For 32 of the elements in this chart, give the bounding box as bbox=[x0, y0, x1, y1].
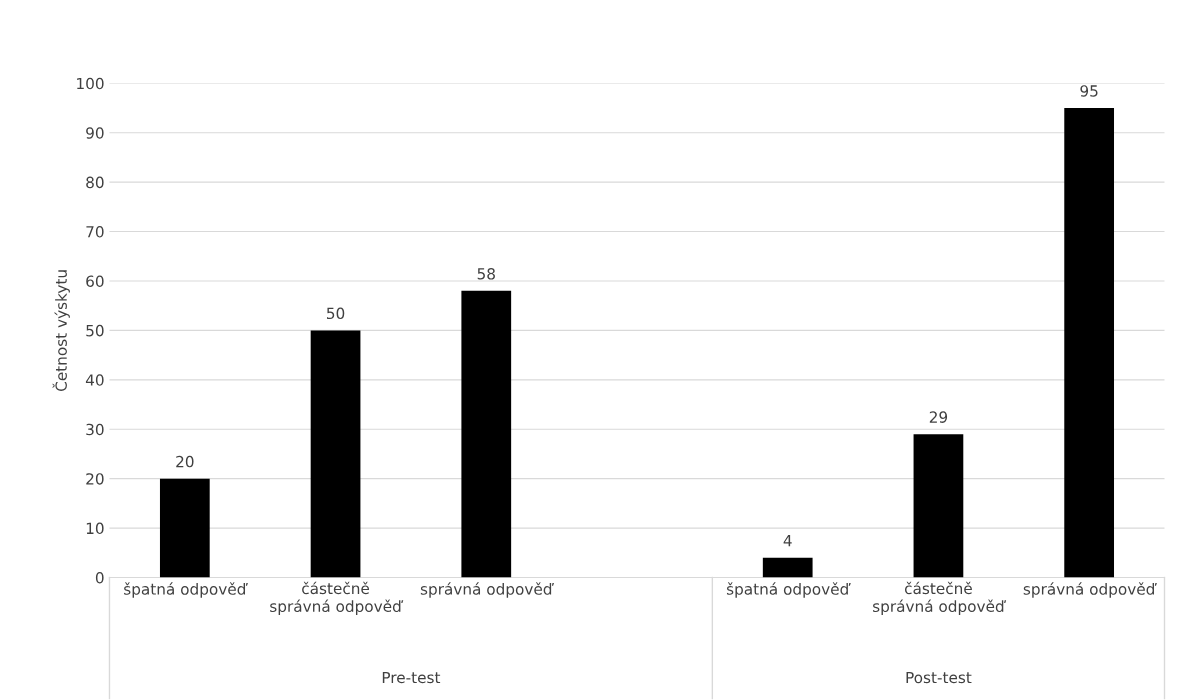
bar bbox=[1064, 108, 1115, 578]
data-label: 20 bbox=[176, 455, 194, 468]
bar bbox=[310, 330, 361, 578]
y-axis-title: Četnost výskytu bbox=[52, 270, 70, 392]
x-tick-label: špatná odpověď bbox=[124, 582, 248, 598]
x-tick-label: částečně správná odpověď bbox=[270, 581, 404, 615]
y-tick-label: 50 bbox=[86, 324, 104, 337]
y-tick-label: 80 bbox=[86, 176, 104, 189]
text: Post-test bbox=[906, 671, 972, 684]
x-tick-label: špatná odpověď bbox=[726, 582, 851, 598]
y-tick-label: 10 bbox=[86, 522, 104, 535]
bar bbox=[461, 290, 512, 578]
y-tick-label: 40 bbox=[85, 374, 104, 386]
y-tick-label: 70 bbox=[86, 226, 104, 238]
x-tick-label: správná odpověď bbox=[1023, 582, 1157, 598]
data-label: 95 bbox=[1080, 85, 1098, 97]
data-label: 50 bbox=[327, 307, 345, 320]
bar bbox=[159, 478, 210, 578]
y-tick-label: 60 bbox=[86, 275, 104, 287]
y-tick-label: 90 bbox=[86, 127, 104, 139]
bar bbox=[762, 557, 813, 578]
y-tick-label: 100 bbox=[77, 77, 104, 90]
x-tick-label: správná odpověď bbox=[420, 582, 554, 598]
x-tick-label: částečně správná odpověď bbox=[873, 581, 1007, 615]
data-label: 58 bbox=[477, 268, 495, 280]
y-tick-label: 20 bbox=[86, 473, 104, 485]
bar bbox=[913, 434, 964, 578]
data-label: 4 bbox=[783, 535, 792, 547]
text: Pre-test bbox=[382, 671, 441, 684]
y-tick-label: 30 bbox=[86, 423, 104, 436]
data-label: 29 bbox=[929, 411, 948, 423]
y-tick-label: 0 bbox=[95, 571, 104, 584]
